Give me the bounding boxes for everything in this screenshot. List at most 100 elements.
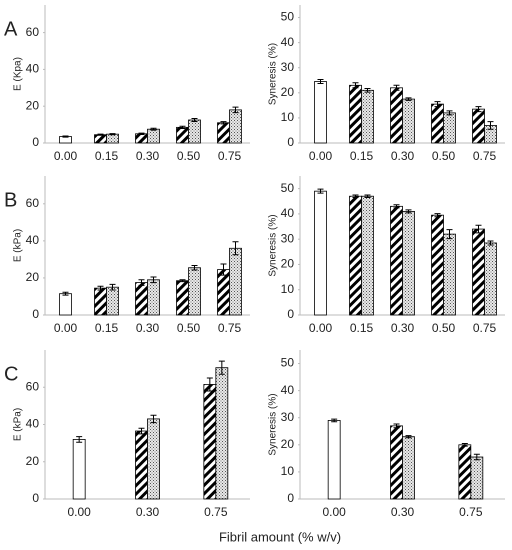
bar (229, 109, 242, 144)
y-tick-label: 40 (281, 35, 295, 49)
error-bar (434, 101, 441, 108)
error-bar (97, 133, 104, 136)
bar (402, 436, 415, 500)
panel-label: A (4, 18, 18, 40)
x-tick-label: 0.30 (391, 149, 415, 163)
y-tick-label: 50 (281, 181, 295, 195)
bar (188, 267, 201, 316)
x-tick-label: 0.30 (391, 321, 415, 335)
error-bar (138, 132, 145, 136)
x-tick-label: 0.75 (218, 321, 242, 335)
bar (147, 418, 160, 500)
bar (484, 242, 497, 316)
bar (135, 282, 148, 316)
y-tick-label: 30 (281, 231, 295, 245)
y-tick-label: 40 (26, 62, 40, 76)
x-tick-label: 0.00 (309, 149, 333, 163)
x-axis-label: Fibril amount (% w/v) (219, 529, 341, 544)
y-tick-label: 0 (287, 307, 294, 321)
x-tick-label: 0.50 (432, 321, 456, 335)
y-axis-label: E (kPa) (13, 408, 24, 441)
y-tick-label: 20 (281, 257, 295, 271)
x-tick-label: 0.15 (350, 149, 374, 163)
y-tick-label: 30 (281, 60, 295, 74)
y-tick-label: 40 (26, 233, 40, 247)
bar (203, 384, 217, 500)
error-bar (179, 279, 186, 283)
error-bar (109, 283, 116, 291)
bar (314, 190, 327, 316)
y-tick-label: 50 (281, 10, 295, 24)
error-bar (434, 213, 441, 218)
bar (72, 438, 86, 500)
error-bar (393, 84, 400, 91)
y-tick-label: 20 (281, 85, 295, 99)
error-bar (150, 414, 157, 424)
bar (94, 287, 107, 316)
y-tick-label: 50 (281, 356, 295, 370)
error-bar (446, 229, 453, 240)
bar (314, 81, 327, 144)
error-bar (352, 194, 359, 198)
error-bar (138, 279, 145, 286)
error-bar (352, 82, 359, 89)
bar (217, 122, 230, 144)
error-bar (473, 453, 480, 461)
bar (135, 430, 148, 500)
error-bar (179, 125, 186, 129)
bar (443, 112, 456, 144)
x-tick-label: 0.50 (432, 149, 456, 163)
x-tick-label: 0.50 (177, 321, 201, 335)
x-tick-label: 0.00 (54, 149, 78, 163)
error-bar (461, 442, 468, 447)
error-bar (109, 133, 116, 136)
x-tick-label: 0.50 (177, 149, 201, 163)
bar (59, 293, 72, 316)
bar (349, 84, 362, 144)
bar (217, 269, 230, 316)
error-bar (331, 418, 338, 423)
error-bar (218, 360, 225, 375)
y-axis-label: Syneresis (%) (268, 43, 279, 105)
error-bar (446, 110, 453, 116)
bar (147, 279, 160, 316)
x-tick-label: 0.00 (309, 321, 333, 335)
error-bar (232, 241, 239, 256)
x-tick-label: 0.75 (204, 505, 228, 519)
error-bar (317, 79, 324, 85)
y-tick-label: 0 (287, 491, 294, 505)
x-tick-label: 0.75 (473, 149, 497, 163)
y-tick-label: 0 (32, 491, 39, 505)
error-bar (405, 209, 412, 214)
y-axis-label: Syneresis (%) (268, 214, 279, 276)
y-tick-label: 20 (26, 454, 40, 468)
y-tick-label: 60 (26, 196, 40, 210)
error-bar (405, 435, 412, 439)
bar (458, 444, 472, 500)
error-bar (475, 224, 482, 234)
x-tick-label: 0.00 (322, 505, 346, 519)
x-tick-label: 0.30 (136, 321, 160, 335)
error-bar (364, 88, 371, 93)
panel-label: B (4, 189, 17, 211)
error-bar (138, 427, 145, 435)
error-bar (191, 265, 198, 271)
error-bar (393, 423, 400, 429)
bar (361, 89, 374, 144)
y-tick-label: 20 (26, 98, 40, 112)
bar (470, 456, 484, 500)
y-tick-label: 30 (281, 410, 295, 424)
bar (176, 280, 189, 316)
y-tick-label: 10 (281, 464, 295, 478)
panel-label: C (4, 363, 18, 385)
error-bar (150, 276, 157, 284)
error-bar (76, 436, 83, 443)
x-tick-label: 0.75 (473, 321, 497, 335)
bar (390, 425, 403, 500)
error-bar (487, 240, 494, 246)
error-bar (405, 97, 412, 101)
bar (431, 214, 444, 316)
error-bar (62, 135, 69, 138)
error-bar (220, 263, 227, 276)
